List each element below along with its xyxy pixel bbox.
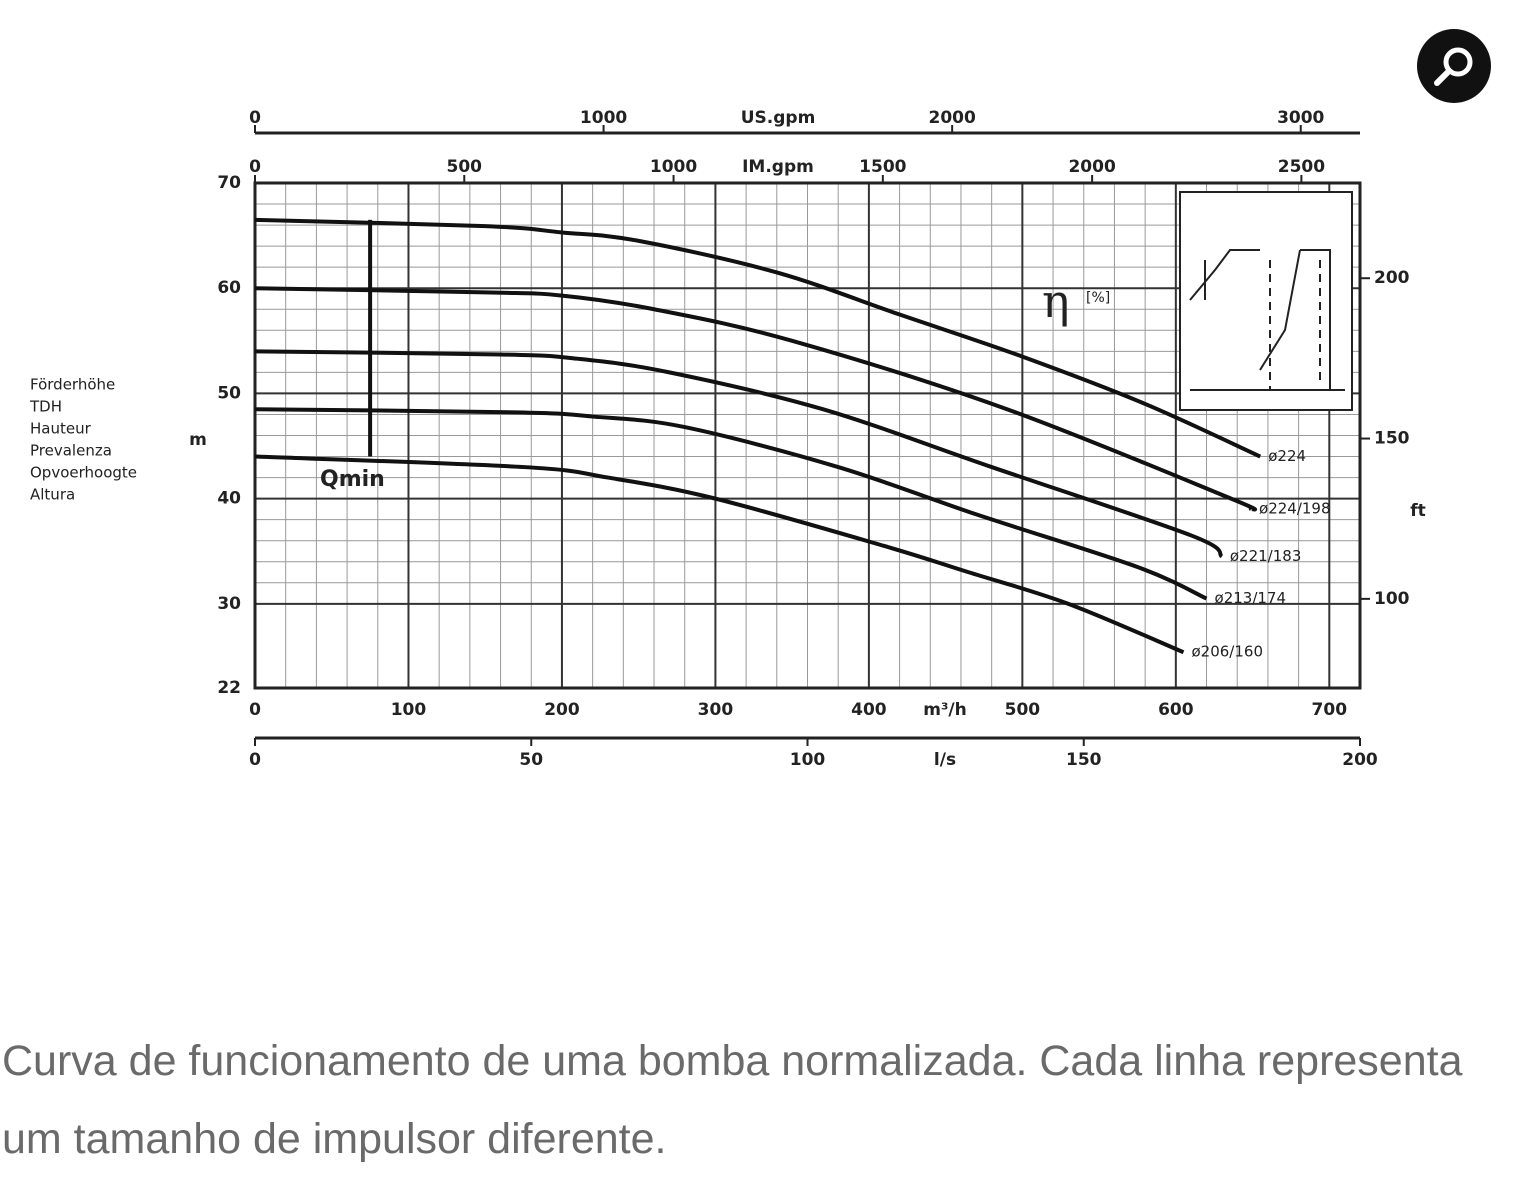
y2-tick-label: 150 bbox=[1374, 429, 1410, 449]
curve-label: ø213/174 bbox=[1215, 589, 1287, 607]
x-tick-label: 300 bbox=[698, 700, 734, 720]
im-gpm-axis-tick-label: 1500 bbox=[859, 157, 906, 177]
pump-curve bbox=[254, 217, 1262, 459]
im-gpm-axis-tick-label: 500 bbox=[447, 157, 483, 177]
y2-unit: ft bbox=[1410, 501, 1426, 521]
y-axis-label: Prevalenza bbox=[30, 442, 112, 460]
curve-label: ø221/183 bbox=[1230, 547, 1302, 565]
ls-axis-tick-label: 100 bbox=[790, 750, 826, 770]
y-tick-label: 40 bbox=[217, 489, 241, 509]
pump-curve bbox=[254, 349, 1224, 559]
axis-unit: l/s bbox=[934, 750, 956, 770]
pump-curve bbox=[254, 407, 1208, 601]
y-tick-label: 60 bbox=[217, 278, 241, 298]
y-axis-label: Hauteur bbox=[30, 420, 92, 438]
us-gpm-axis-tick-label: 3000 bbox=[1277, 108, 1324, 128]
im-gpm-axis-tick-label: 1000 bbox=[650, 157, 697, 177]
y-axis-label: Opvoerhoogte bbox=[30, 464, 137, 482]
magnifier-handle bbox=[1434, 68, 1452, 86]
zoom-circle bbox=[1417, 29, 1491, 103]
ls-axis-tick-label: 150 bbox=[1066, 750, 1102, 770]
us-gpm-axis-tick-label: 0 bbox=[249, 108, 261, 128]
y-tick-label: 22 bbox=[217, 678, 241, 698]
y2-tick-label: 200 bbox=[1374, 268, 1410, 288]
y2-tick-label: 100 bbox=[1374, 589, 1410, 609]
im-gpm-axis-tick-label: 2000 bbox=[1068, 157, 1115, 177]
im-gpm-axis-tick-label: 2500 bbox=[1278, 157, 1325, 177]
axis-unit: m³/h bbox=[923, 700, 966, 720]
y-axis-label: Altura bbox=[30, 486, 75, 504]
y-axis-label: Förderhöhe bbox=[30, 376, 115, 394]
curve-label: ø224/198 bbox=[1259, 500, 1331, 518]
x-tick-label: 400 bbox=[851, 700, 887, 720]
y-tick-label: 50 bbox=[217, 383, 241, 403]
im-gpm-axis-tick-label: 0 bbox=[249, 157, 261, 177]
y-tick-label: 30 bbox=[217, 594, 241, 614]
x-tick-label: 600 bbox=[1158, 700, 1194, 720]
axis-unit: US.gpm bbox=[741, 108, 816, 128]
x-tick-label: 700 bbox=[1312, 700, 1348, 720]
efficiency-unit: [%] bbox=[1086, 290, 1110, 306]
efficiency-symbol: η bbox=[1042, 274, 1070, 328]
x-tick-label: 500 bbox=[1005, 700, 1041, 720]
y-unit: m bbox=[189, 430, 207, 450]
x-tick-label: 100 bbox=[391, 700, 427, 720]
zoom-button[interactable] bbox=[1416, 28, 1492, 104]
magnifier bbox=[1443, 47, 1473, 77]
y-tick-label: 70 bbox=[217, 173, 241, 193]
caption: Curva de funcionamento de uma bomba norm… bbox=[2, 1037, 1463, 1163]
qmin-label: Qmin bbox=[320, 467, 385, 492]
axis-unit: IM.gpm bbox=[742, 157, 814, 177]
chart: 0 100 200 300 400 500 600 700223040506070100150… bbox=[29, 108, 1426, 770]
x-tick-label: 0 bbox=[249, 700, 261, 720]
inset-diagram bbox=[1179, 191, 1353, 411]
ls-axis-tick-label: 0 bbox=[249, 750, 261, 770]
us-gpm-axis-tick-label: 2000 bbox=[928, 108, 975, 128]
curve-label: ø206/160 bbox=[1192, 643, 1264, 661]
y-axis-label: TDH bbox=[29, 398, 62, 416]
ls-axis-tick-label: 50 bbox=[519, 750, 543, 770]
us-gpm-axis-tick-label: 1000 bbox=[580, 108, 627, 128]
pump-curve bbox=[254, 454, 1185, 655]
ls-axis-tick-label: 200 bbox=[1342, 750, 1378, 770]
pump-curve bbox=[254, 286, 1258, 512]
x-tick-label: 200 bbox=[544, 700, 580, 720]
curve-label: ø224 bbox=[1268, 447, 1306, 465]
